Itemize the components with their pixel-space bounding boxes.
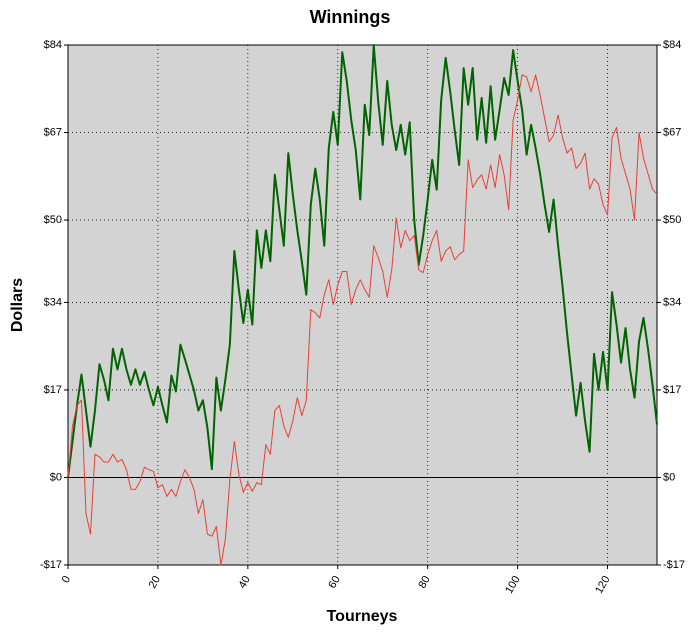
y-tick-label-right: $0 [663,471,675,483]
y-tick-label: $0 [50,471,62,483]
y-tick-label-right: $84 [663,39,681,51]
x-tick-label: 0 [60,574,73,585]
x-tick-label: 60 [326,574,343,591]
series-line [67,74,658,566]
plot-area [67,44,658,566]
y-tick-label-right: $17 [663,384,681,396]
y-tick-label-right: $50 [663,214,681,226]
y-tick-label-right: $34 [663,296,681,308]
x-tick-label: 80 [416,574,433,591]
y-tick-label: $17 [44,384,62,396]
y-tick-label: $34 [44,296,62,308]
y-tick-label-right: -$17 [663,559,685,571]
x-axis-title: Tourneys [327,608,398,625]
y-tick-label: -$17 [40,559,62,571]
y-axis-title: Dollars [9,278,26,332]
y-tick-label: $50 [44,214,62,226]
x-tick-label: 40 [236,574,253,591]
chart-title: Winnings [310,7,391,27]
x-tick-label: 120 [593,574,613,596]
y-tick-label-right: $67 [663,126,681,138]
x-tick-label: 20 [147,574,164,591]
x-tick-label: 100 [503,574,523,596]
series-line [67,44,658,478]
y-tick-label: $84 [44,39,62,51]
y-tick-label: $67 [44,126,62,138]
